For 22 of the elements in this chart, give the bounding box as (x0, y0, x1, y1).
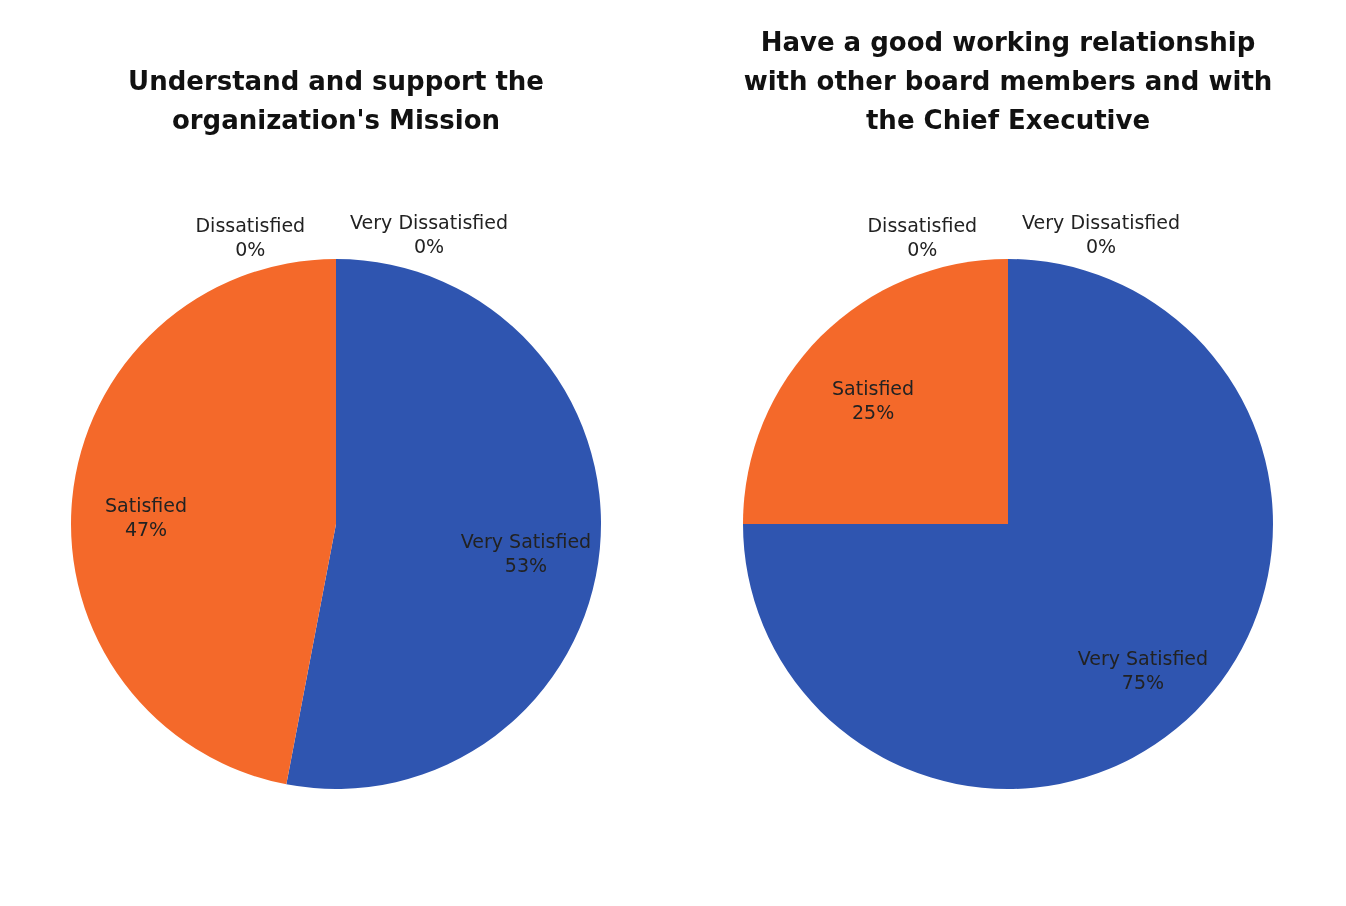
text: 0% (235, 238, 266, 261)
slice-label: Satisfied (832, 377, 915, 400)
slice-label: Satisfied (105, 494, 188, 517)
data-label: 25% (851, 401, 895, 424)
text: 0% (907, 238, 938, 261)
category-label: Dissatisfied (195, 214, 306, 237)
slice-label: Very Satisfied (460, 529, 592, 552)
data-label: 53% (504, 553, 548, 576)
data-label: 47% (124, 518, 168, 541)
category-label: Dissatisfied (867, 214, 978, 237)
chart-title: Have a good working relationship with other board members and with the Chief Executive (743, 27, 1273, 135)
data-label: 75% (1121, 670, 1165, 693)
text: 0% (414, 235, 445, 258)
category-label: Very Dissatisfied (350, 211, 509, 234)
pie-slice (71, 259, 336, 785)
slice-label: Very Satisfied (1077, 646, 1209, 669)
pie-slice (743, 259, 1273, 789)
category-label: Very Dissatisfied (1022, 211, 1181, 234)
chart-title: Understand and support the organization's Mission (128, 66, 544, 135)
pie-slice (286, 259, 601, 789)
pie-slice (743, 259, 1008, 524)
text: 0% (1086, 235, 1117, 258)
